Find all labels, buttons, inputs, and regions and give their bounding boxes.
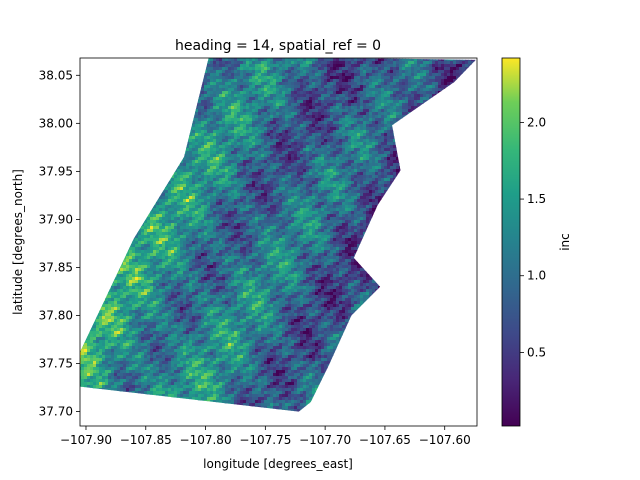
- chart-title: heading = 14, spatial_ref = 0: [175, 38, 381, 54]
- plot-frame: [79, 57, 478, 427]
- x-tick-label: −107.75: [239, 433, 291, 447]
- colorbar-tick-label: 0.5: [527, 345, 546, 359]
- x-tick-label: −107.90: [60, 433, 112, 447]
- plot-area: [80, 58, 476, 412]
- y-tick-label: 37.75: [39, 357, 73, 371]
- y-tick-label: 37.70: [39, 405, 73, 419]
- colorbar-tick-label: 1.0: [527, 269, 546, 283]
- colorbar-tick-label: 2.0: [527, 115, 546, 129]
- x-tick-label: −107.60: [419, 433, 471, 447]
- y-axis-label: latitude [degrees_north]: [11, 169, 25, 315]
- x-axis-label: longitude [degrees_east]: [203, 457, 353, 471]
- x-axis-ticks: −107.90 −107.85 −107.80 −107.75 −107.70 −107.…: [60, 426, 471, 447]
- y-tick-label: 38.00: [39, 116, 73, 130]
- y-tick-label: 38.05: [39, 68, 73, 82]
- y-tick-label: 37.80: [39, 309, 73, 323]
- colorbar-label: inc: [558, 233, 572, 251]
- x-tick-label: −107.80: [180, 433, 232, 447]
- y-axis-ticks: 37.70 37.75 37.80 37.85 37.90 37.95 38.00 38.05: [39, 68, 80, 419]
- y-tick-label: 37.90: [39, 212, 73, 226]
- colorbar-tick-label: 1.5: [527, 192, 546, 206]
- colorbar-ticks: 0.5 1.0 1.5 2.0: [520, 115, 546, 359]
- x-tick-label: −107.70: [299, 433, 351, 447]
- raster-image: [80, 58, 476, 412]
- y-tick-label: 37.85: [39, 260, 73, 274]
- colorbar: [501, 57, 521, 427]
- y-tick-label: 37.95: [39, 164, 73, 178]
- x-tick-label: −107.85: [120, 433, 172, 447]
- x-tick-label: −107.65: [359, 433, 411, 447]
